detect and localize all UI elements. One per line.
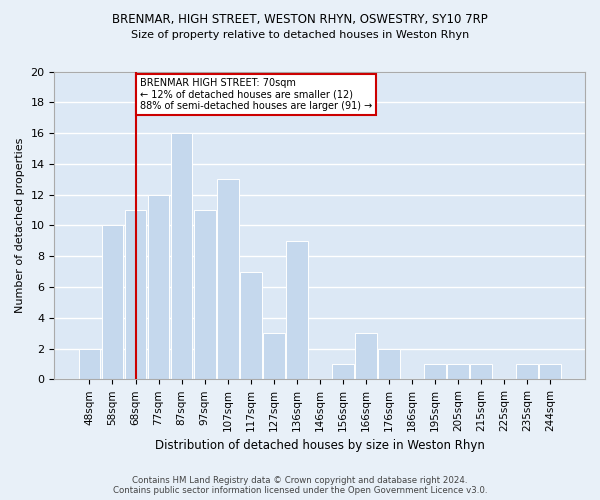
Bar (217, 179, 239, 380)
Bar (101, 226, 124, 380)
Bar (263, 333, 284, 380)
Text: Contains HM Land Registry data © Crown copyright and database right 2024.
Contai: Contains HM Land Registry data © Crown c… (113, 476, 487, 495)
Y-axis label: Number of detached properties: Number of detached properties (15, 138, 25, 313)
Bar (470, 364, 492, 380)
Text: BRENMAR HIGH STREET: 70sqm
← 12% of detached houses are smaller (12)
88% of semi: BRENMAR HIGH STREET: 70sqm ← 12% of deta… (140, 78, 373, 111)
Bar (170, 133, 193, 380)
Bar (447, 364, 469, 380)
Bar (79, 348, 100, 380)
Text: BRENMAR, HIGH STREET, WESTON RHYN, OSWESTRY, SY10 7RP: BRENMAR, HIGH STREET, WESTON RHYN, OSWES… (112, 12, 488, 26)
X-axis label: Distribution of detached houses by size in Weston Rhyn: Distribution of detached houses by size … (155, 440, 485, 452)
Bar (424, 364, 446, 380)
Bar (378, 348, 400, 380)
Bar (286, 241, 308, 380)
Bar (332, 364, 353, 380)
Bar (148, 194, 169, 380)
Bar (125, 210, 146, 380)
Bar (355, 333, 377, 380)
Bar (516, 364, 538, 380)
Text: Size of property relative to detached houses in Weston Rhyn: Size of property relative to detached ho… (131, 30, 469, 40)
Bar (239, 272, 262, 380)
Bar (539, 364, 561, 380)
Bar (194, 210, 215, 380)
